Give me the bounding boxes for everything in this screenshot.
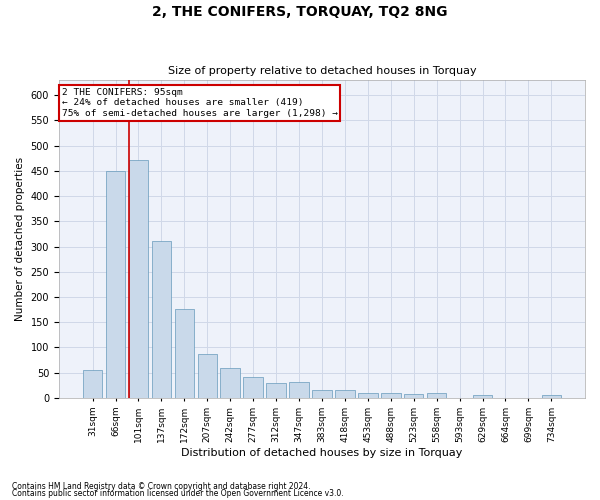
Bar [83, 370, 103, 398]
Bar [427, 393, 446, 398]
Text: Contains public sector information licensed under the Open Government Licence v3: Contains public sector information licen… [12, 489, 344, 498]
Bar [473, 396, 492, 398]
Bar [335, 390, 355, 398]
Bar [289, 382, 309, 398]
Bar [106, 171, 125, 398]
Bar [358, 393, 377, 398]
Bar [175, 309, 194, 398]
Bar [381, 393, 401, 398]
Bar [128, 160, 148, 398]
Title: Size of property relative to detached houses in Torquay: Size of property relative to detached ho… [167, 66, 476, 76]
X-axis label: Distribution of detached houses by size in Torquay: Distribution of detached houses by size … [181, 448, 463, 458]
Bar [404, 394, 424, 398]
Text: 2 THE CONIFERS: 95sqm
← 24% of detached houses are smaller (419)
75% of semi-det: 2 THE CONIFERS: 95sqm ← 24% of detached … [62, 88, 338, 118]
Y-axis label: Number of detached properties: Number of detached properties [15, 157, 25, 321]
Bar [542, 396, 561, 398]
Text: Contains HM Land Registry data © Crown copyright and database right 2024.: Contains HM Land Registry data © Crown c… [12, 482, 311, 491]
Bar [152, 241, 171, 398]
Bar [312, 390, 332, 398]
Text: 2, THE CONIFERS, TORQUAY, TQ2 8NG: 2, THE CONIFERS, TORQUAY, TQ2 8NG [152, 5, 448, 19]
Bar [220, 368, 240, 398]
Bar [244, 376, 263, 398]
Bar [266, 383, 286, 398]
Bar [197, 354, 217, 398]
